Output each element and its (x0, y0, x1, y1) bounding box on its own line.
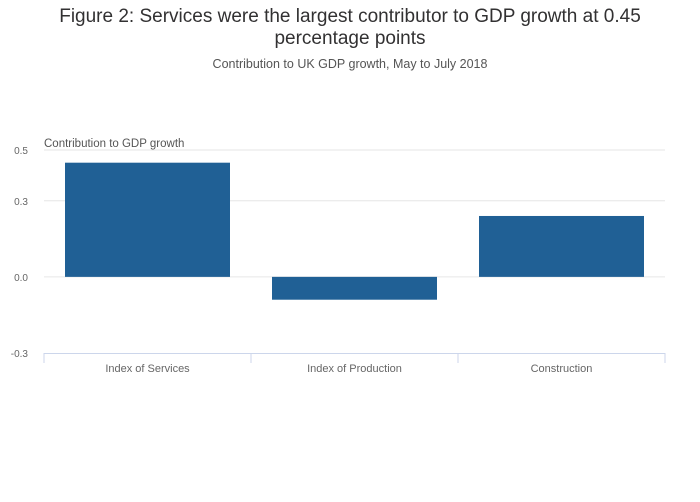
y-tick-label: 0.5 (14, 146, 28, 157)
y-axis-title: Contribution to GDP growth (44, 138, 184, 150)
x-tick-label: Index of Production (307, 363, 402, 375)
chart-title-line-1: Figure 2: Services were the largest cont… (59, 6, 641, 27)
bar[interactable] (272, 276, 437, 300)
chart-subtitle: Contribution to UK GDP growth, May to Ju… (212, 57, 488, 71)
y-tick-label: 0.0 (14, 273, 28, 284)
bars (65, 162, 644, 300)
y-tick-label: -0.3 (11, 349, 29, 360)
chart-title: Figure 2: Services were the largest cont… (0, 6, 700, 50)
axis-labels: -0.3 0.0 0.3 0.5 Index of Services Index of P… (11, 146, 593, 375)
x-tick-label: Construction (531, 363, 593, 375)
bar[interactable] (479, 215, 644, 277)
bar[interactable] (65, 162, 230, 277)
y-tick-label: 0.3 (14, 197, 28, 208)
chart-title-line-2: percentage points (274, 28, 426, 49)
x-axis (43, 353, 666, 363)
x-tick-label: Index of Services (105, 363, 190, 375)
